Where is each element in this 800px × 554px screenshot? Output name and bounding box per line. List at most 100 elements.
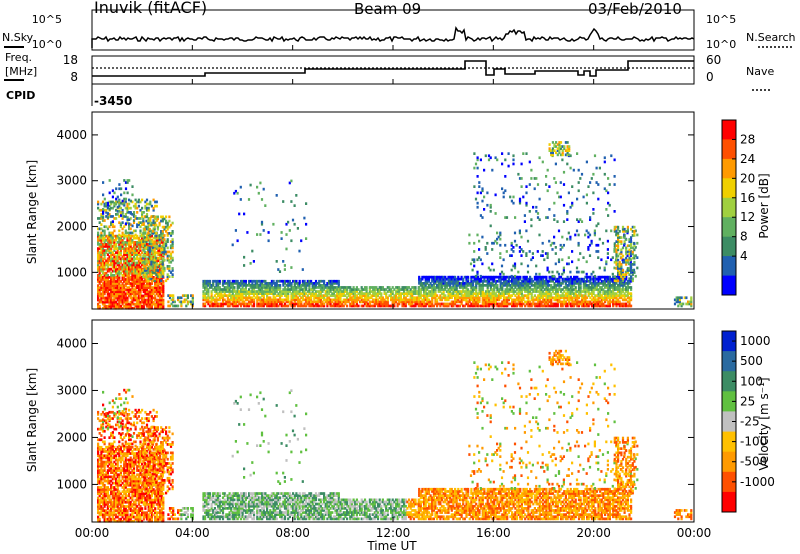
velocity-cell <box>159 500 162 504</box>
velocity-cell <box>153 460 156 463</box>
velocity-cell <box>162 513 165 517</box>
power-cell <box>103 231 106 235</box>
velocity-cell <box>124 509 127 512</box>
power-cell <box>116 288 119 292</box>
power-cell <box>303 292 306 295</box>
velocity-cell <box>128 417 131 420</box>
power-cell <box>172 300 175 304</box>
power-cell <box>231 298 234 302</box>
velocity-cell <box>134 425 137 429</box>
velocity-cell <box>319 498 322 502</box>
power-cell <box>134 206 137 210</box>
velocity-cell <box>230 515 233 519</box>
velocity-cell <box>275 492 278 495</box>
power-cell <box>311 288 314 291</box>
power-cell <box>256 304 259 308</box>
power-cell <box>128 267 131 271</box>
velocity-cell <box>129 422 132 426</box>
power-cell <box>123 225 126 229</box>
velocity-cell <box>282 513 285 516</box>
power-cell <box>226 284 229 287</box>
power-cell <box>100 288 103 292</box>
velocity-cell <box>139 454 142 458</box>
power-cell <box>113 274 116 277</box>
power-cell <box>100 294 103 298</box>
power-cell <box>100 296 103 300</box>
velocity-cell <box>215 515 218 519</box>
power-cell <box>126 247 129 250</box>
power-cell <box>264 298 267 302</box>
power-cell <box>262 300 265 304</box>
velocity-cell <box>105 421 108 425</box>
power-cell <box>131 298 134 302</box>
power-cell <box>170 302 173 306</box>
velocity-cell <box>145 487 148 491</box>
power-cell <box>131 238 134 242</box>
velocity-cell <box>148 472 151 476</box>
power-cell <box>102 181 105 184</box>
velocity-cell <box>149 500 152 504</box>
power-cell <box>169 252 173 256</box>
velocity-cell <box>137 477 140 481</box>
power-cell <box>161 217 164 221</box>
velocity-cell <box>180 517 183 521</box>
velocity-cell <box>290 504 293 508</box>
velocity-cell <box>166 466 169 469</box>
power-cell <box>155 306 158 310</box>
power-cell <box>123 288 126 292</box>
power-cell <box>98 257 101 261</box>
power-cell <box>108 247 111 250</box>
power-cell <box>134 204 137 208</box>
power-cell <box>160 284 163 287</box>
power-cell <box>153 227 156 231</box>
power-cell <box>141 298 144 302</box>
velocity-cell <box>279 496 282 500</box>
power-cell <box>129 259 132 263</box>
velocity-cell <box>172 511 175 514</box>
power-cell <box>119 225 122 229</box>
velocity-cell <box>115 509 118 512</box>
velocity-cell <box>145 498 149 502</box>
velocity-cell <box>313 513 316 516</box>
power-cell <box>136 278 139 281</box>
power-cell <box>272 302 275 306</box>
velocity-cell <box>264 513 267 516</box>
velocity-cell <box>126 509 129 512</box>
velocity-cell <box>202 494 205 497</box>
power-cell <box>147 206 150 210</box>
power-cell <box>310 288 313 291</box>
power-cell <box>306 284 309 287</box>
power-cell <box>141 278 144 281</box>
power-cell <box>251 282 254 285</box>
power-cell <box>132 284 136 287</box>
velocity-cell <box>124 490 127 493</box>
velocity-cell <box>177 509 180 512</box>
power-cell <box>261 284 264 287</box>
power-cell <box>190 294 193 297</box>
velocity-cell <box>305 498 308 502</box>
velocity-cell <box>134 460 137 464</box>
power-cell <box>121 298 124 302</box>
power-cell <box>152 276 155 279</box>
velocity-cell <box>118 477 121 481</box>
power-cell <box>228 282 231 285</box>
velocity-cell <box>111 505 114 508</box>
power-cell <box>105 208 108 212</box>
power-cell <box>295 286 298 289</box>
velocity-cell <box>152 488 155 491</box>
velocity-cell <box>103 492 106 496</box>
velocity-cell <box>171 487 174 491</box>
power-cell <box>215 296 218 300</box>
velocity-cell <box>161 474 164 478</box>
power-cell <box>280 294 283 297</box>
velocity-cell <box>218 492 221 495</box>
velocity-cell <box>321 498 324 502</box>
power-cell <box>212 279 215 283</box>
power-cell <box>106 263 109 267</box>
power-cell <box>110 233 113 237</box>
velocity-cell <box>262 502 265 506</box>
power-cell <box>157 306 160 310</box>
power-cell <box>269 286 272 289</box>
velocity-cell <box>142 503 145 506</box>
velocity-cell <box>113 475 116 479</box>
